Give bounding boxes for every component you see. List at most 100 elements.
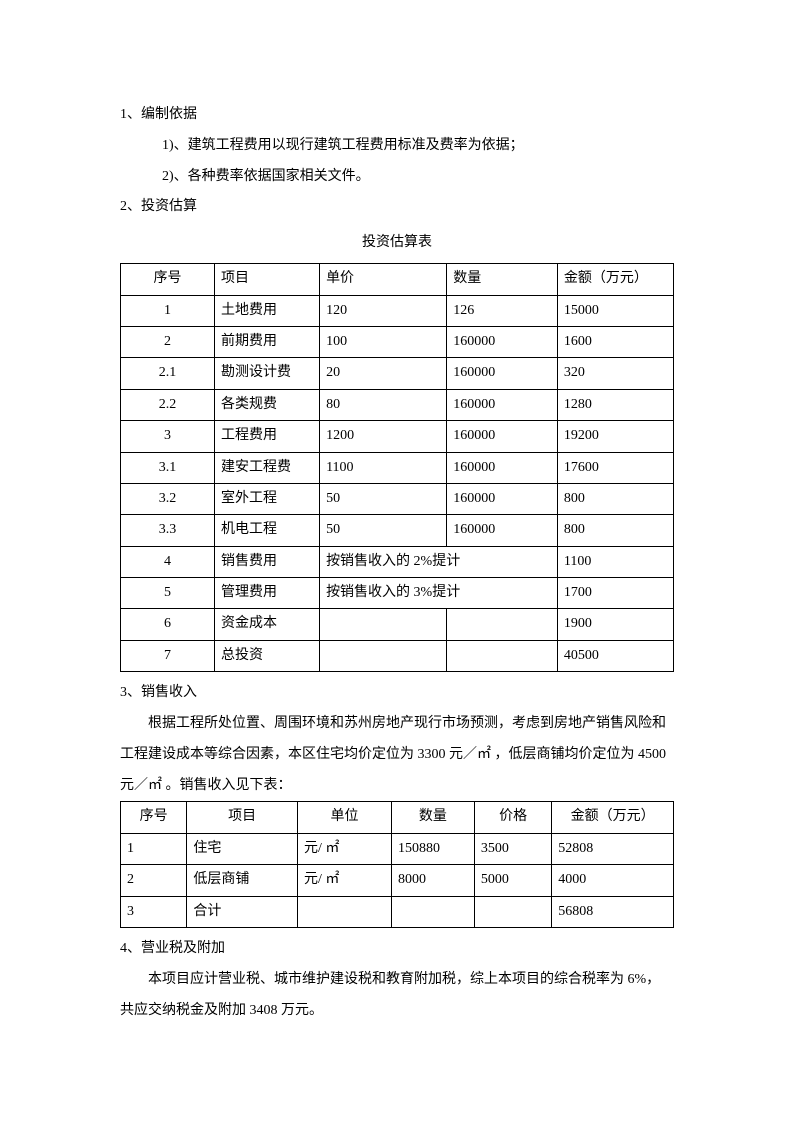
cell: 7 <box>121 640 215 671</box>
col-header: 项目 <box>187 802 298 833</box>
cell: 3 <box>121 421 215 452</box>
cell: 5 <box>121 578 215 609</box>
table-row: 6 资金成本 1900 <box>121 609 674 640</box>
cell: 2.1 <box>121 358 215 389</box>
cell: 150880 <box>391 833 474 864</box>
table-row: 3.1 建安工程费 1100 160000 17600 <box>121 452 674 483</box>
cell: 160000 <box>447 515 558 546</box>
investment-table: 序号 项目 单价 数量 金额（万元） 1 土地费用 120 126 15000 … <box>120 263 674 672</box>
section4-para: 本项目应计营业税、城市维护建设税和教育附加税，综上本项目的综合税率为 6%，共应… <box>120 965 674 1027</box>
col-header: 金额（万元） <box>552 802 674 833</box>
cell: 机电工程 <box>215 515 320 546</box>
cell: 室外工程 <box>215 483 320 514</box>
section1-item1: 1)、建筑工程费用以现行建筑工程费用标准及费率为依据； <box>120 131 674 162</box>
cell: 4 <box>121 546 215 577</box>
section3-heading: 3、销售收入 <box>120 678 674 709</box>
table-row: 3.3 机电工程 50 160000 800 <box>121 515 674 546</box>
cell: 勘测设计费 <box>215 358 320 389</box>
cell: 资金成本 <box>215 609 320 640</box>
col-header: 序号 <box>121 264 215 295</box>
cell: 元/ ㎡ <box>297 833 391 864</box>
cell: 总投资 <box>215 640 320 671</box>
table-row: 2.2 各类规费 80 160000 1280 <box>121 389 674 420</box>
cell: 8000 <box>391 865 474 896</box>
cell: 40500 <box>557 640 673 671</box>
table-row: 3 合计 56808 <box>121 896 674 927</box>
cell: 20 <box>320 358 447 389</box>
cell: 3.3 <box>121 515 215 546</box>
cell: 160000 <box>447 421 558 452</box>
table1-title: 投资估算表 <box>120 229 674 257</box>
cell <box>447 640 558 671</box>
cell: 1900 <box>557 609 673 640</box>
cell: 1100 <box>320 452 447 483</box>
cell <box>447 609 558 640</box>
cell: 19200 <box>557 421 673 452</box>
table-row: 7 总投资 40500 <box>121 640 674 671</box>
cell: 各类规费 <box>215 389 320 420</box>
table-row: 2 前期费用 100 160000 1600 <box>121 326 674 357</box>
cell: 1280 <box>557 389 673 420</box>
cell: 3 <box>121 896 187 927</box>
table-row: 3.2 室外工程 50 160000 800 <box>121 483 674 514</box>
table-row: 3 工程费用 1200 160000 19200 <box>121 421 674 452</box>
cell: 6 <box>121 609 215 640</box>
col-header: 项目 <box>215 264 320 295</box>
col-header: 价格 <box>474 802 551 833</box>
cell: 建安工程费 <box>215 452 320 483</box>
table-row: 序号 项目 单位 数量 价格 金额（万元） <box>121 802 674 833</box>
cell: 50 <box>320 515 447 546</box>
cell: 按销售收入的 3%提计 <box>320 578 558 609</box>
col-header: 金额（万元） <box>557 264 673 295</box>
cell: 住宅 <box>187 833 298 864</box>
table-row: 1 土地费用 120 126 15000 <box>121 295 674 326</box>
cell: 2.2 <box>121 389 215 420</box>
cell: 800 <box>557 483 673 514</box>
table-row: 5 管理费用 按销售收入的 3%提计 1700 <box>121 578 674 609</box>
cell: 80 <box>320 389 447 420</box>
cell: 销售费用 <box>215 546 320 577</box>
cell: 2 <box>121 326 215 357</box>
cell: 320 <box>557 358 673 389</box>
table-row: 2.1 勘测设计费 20 160000 320 <box>121 358 674 389</box>
col-header: 单位 <box>297 802 391 833</box>
cell: 160000 <box>447 358 558 389</box>
cell: 前期费用 <box>215 326 320 357</box>
table-row: 1 住宅 元/ ㎡ 150880 3500 52808 <box>121 833 674 864</box>
cell: 1 <box>121 295 215 326</box>
cell: 52808 <box>552 833 674 864</box>
section1-heading: 1、编制依据 <box>120 100 674 131</box>
cell: 1600 <box>557 326 673 357</box>
cell: 1 <box>121 833 187 864</box>
cell: 160000 <box>447 452 558 483</box>
page-content: 1、编制依据 1)、建筑工程费用以现行建筑工程费用标准及费率为依据； 2)、各种… <box>0 0 794 1086</box>
col-header: 序号 <box>121 802 187 833</box>
section3-para: 根据工程所处位置、周围环境和苏州房地产现行市场预测，考虑到房地产销售风险和工程建… <box>120 709 674 801</box>
cell: 1100 <box>557 546 673 577</box>
cell: 15000 <box>557 295 673 326</box>
section4-heading: 4、营业税及附加 <box>120 934 674 965</box>
table-row: 2 低层商铺 元/ ㎡ 8000 5000 4000 <box>121 865 674 896</box>
cell: 合计 <box>187 896 298 927</box>
cell <box>297 896 391 927</box>
cell: 1700 <box>557 578 673 609</box>
cell: 3.1 <box>121 452 215 483</box>
cell: 4000 <box>552 865 674 896</box>
cell: 土地费用 <box>215 295 320 326</box>
section1-item2: 2)、各种费率依据国家相关文件。 <box>120 162 674 193</box>
cell <box>474 896 551 927</box>
cell <box>391 896 474 927</box>
cell <box>320 640 447 671</box>
cell: 50 <box>320 483 447 514</box>
cell: 按销售收入的 2%提计 <box>320 546 558 577</box>
table-row: 4 销售费用 按销售收入的 2%提计 1100 <box>121 546 674 577</box>
cell: 低层商铺 <box>187 865 298 896</box>
cell: 100 <box>320 326 447 357</box>
sales-table: 序号 项目 单位 数量 价格 金额（万元） 1 住宅 元/ ㎡ 150880 3… <box>120 801 674 928</box>
cell: 56808 <box>552 896 674 927</box>
cell: 160000 <box>447 326 558 357</box>
section2-heading: 2、投资估算 <box>120 192 674 223</box>
col-header: 数量 <box>391 802 474 833</box>
cell: 工程费用 <box>215 421 320 452</box>
table-row: 序号 项目 单价 数量 金额（万元） <box>121 264 674 295</box>
